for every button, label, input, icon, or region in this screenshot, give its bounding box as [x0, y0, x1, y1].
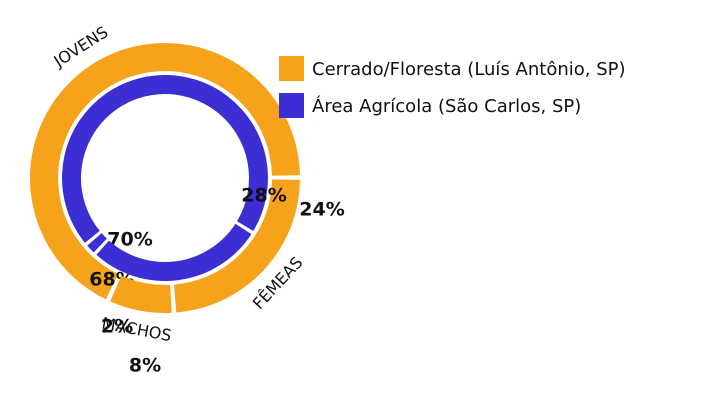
legend-swatch [279, 93, 304, 118]
data-label: 70% [107, 229, 152, 251]
donut-segment [173, 179, 300, 313]
donut-segment [87, 233, 107, 253]
donut-segment [96, 223, 252, 281]
data-label: 8% [129, 355, 161, 377]
legend-swatch [279, 56, 304, 81]
data-label: 28% [241, 185, 286, 207]
data-label: 2% [101, 316, 133, 338]
legend-label: Cerrado/Floresta (Luís Antônio, SP) [312, 59, 626, 80]
donut-segment [110, 275, 172, 314]
data-label: 24% [299, 199, 344, 221]
donut-segment [61, 75, 269, 243]
legend-label: Área Agrícola (São Carlos, SP) [312, 95, 581, 117]
